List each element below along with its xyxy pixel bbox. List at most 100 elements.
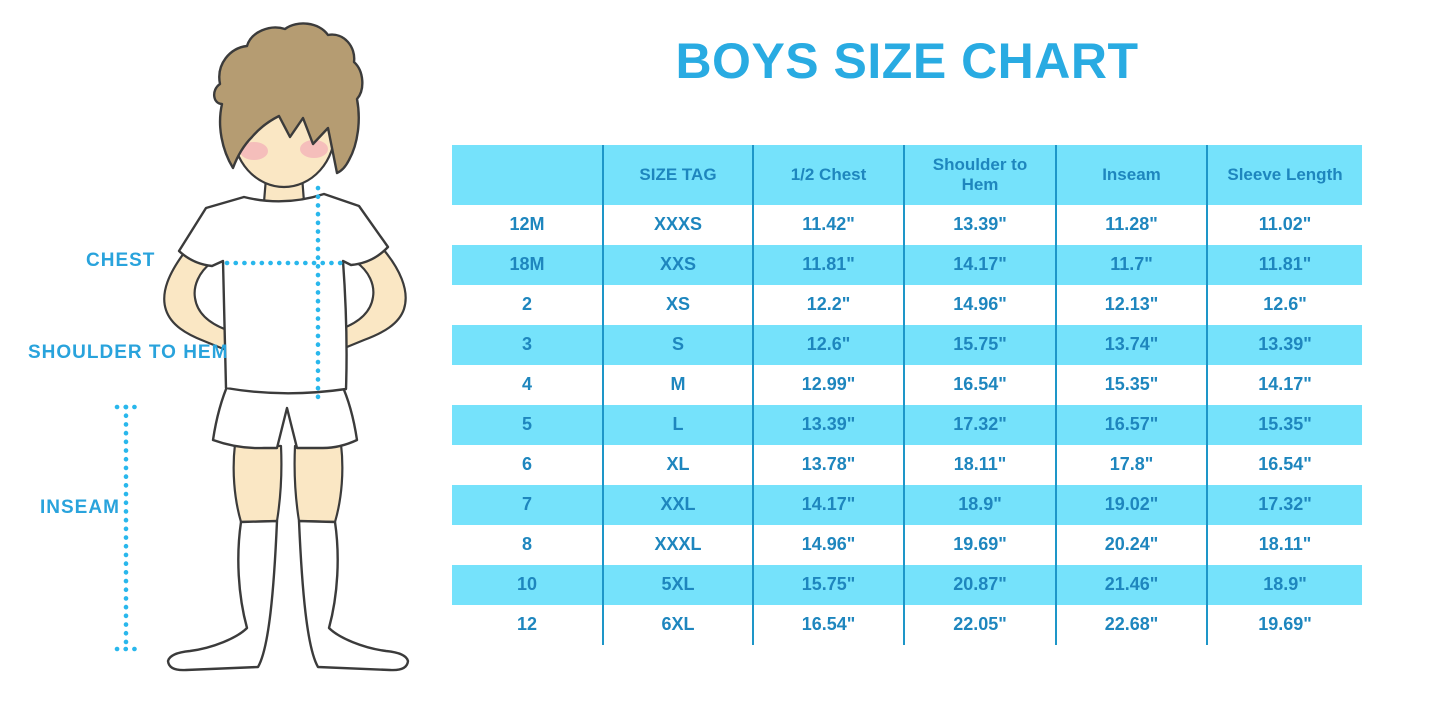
cell-sleeve-length: 14.17" [1206,365,1362,405]
chest-label: CHEST [86,250,156,271]
cell-size-tag: 5XL [602,565,752,605]
cell-size: 7 [521,494,532,515]
boy-tshirt [177,192,390,395]
cell-size: 18M [509,254,545,275]
cell-inseam: 20.24" [1055,525,1206,565]
size-table: SIZE TAG 1/2 Chest Shoulder to Hem Insea… [452,145,1362,645]
cell-half-chest: 14.17" [752,485,903,525]
cell-shoulder-to-hem: 14.17" [903,245,1055,285]
cell-sleeve-length: 13.39" [1206,325,1362,365]
cell-inseam: 22.68" [1055,605,1206,645]
table-row: 2 XS 12.2" 14.96" 12.13" 12.6" [452,285,1362,325]
boy-figure-panel: CHEST SHOULDER TO HEM INSEAM [0,0,450,723]
cell-sleeve-length: 17.32" [1206,485,1362,525]
cell-size: 12M [509,214,545,235]
cell-half-chest: 11.42" [752,205,903,245]
boy-right-sock [297,519,410,672]
cell-size: 2 [521,294,532,315]
cell-shoulder-to-hem: 13.39" [903,205,1055,245]
boy-left-leg [232,442,283,524]
header-cell-half-chest: 1/2 Chest [752,145,903,205]
size-table-body: 12M XXXS 11.42" 13.39" 11.28" 11.02" 18M… [452,205,1362,645]
cell-sleeve-length: 19.69" [1206,605,1362,645]
table-row: 12 6XL 16.54" 22.05" 22.68" 19.69" [452,605,1362,645]
cell-half-chest: 13.39" [752,405,903,445]
cell-size-tag: XXXS [602,205,752,245]
cell-half-chest: 12.99" [752,365,903,405]
shoulder-to-hem-label: SHOULDER TO HEM [28,342,229,363]
cell-shoulder-to-hem: 17.32" [903,405,1055,445]
header-cell-sleeve-length: Sleeve Length [1206,145,1362,205]
table-row: 12M XXXS 11.42" 13.39" 11.28" 11.02" [452,205,1362,245]
cell-half-chest: 12.2" [752,285,903,325]
table-row: 3 S 12.6" 15.75" 13.74" 13.39" [452,325,1362,365]
cell-half-chest: 12.6" [752,325,903,365]
table-row: 6 XL 13.78" 18.11" 17.8" 16.54" [452,445,1362,485]
cell-size: 12 [516,614,538,635]
cell-shoulder-to-hem: 19.69" [903,525,1055,565]
cell-size-tag: L [602,405,752,445]
cell-shoulder-to-hem: 15.75" [903,325,1055,365]
cell-size: 10 [516,574,538,595]
cell-sleeve-length: 18.9" [1206,565,1362,605]
cell-size: 3 [521,334,532,355]
cell-inseam: 11.7" [1055,245,1206,285]
cell-shoulder-to-hem: 22.05" [903,605,1055,645]
table-row: 7 XXL 14.17" 18.9" 19.02" 17.32" [452,485,1362,525]
cell-sleeve-length: 12.6" [1206,285,1362,325]
cell-shoulder-to-hem: 14.96" [903,285,1055,325]
header-cell-size [452,145,602,205]
cell-size: 5 [521,414,532,435]
header-cell-inseam: Inseam [1055,145,1206,205]
cell-half-chest: 13.78" [752,445,903,485]
cell-inseam: 11.28" [1055,205,1206,245]
boy-right-cheek-blush [300,140,328,158]
cell-size-tag: XXS [602,245,752,285]
cell-size-tag: M [602,365,752,405]
cell-sleeve-length: 16.54" [1206,445,1362,485]
cell-shoulder-to-hem: 18.11" [903,445,1055,485]
cell-shoulder-to-hem: 20.87" [903,565,1055,605]
table-row: 5 L 13.39" 17.32" 16.57" 15.35" [452,405,1362,445]
table-row: 18M XXS 11.81" 14.17" 11.7" 11.81" [452,245,1362,285]
table-row: 10 5XL 15.75" 20.87" 21.46" 18.9" [452,565,1362,605]
cell-sleeve-length: 11.02" [1206,205,1362,245]
cell-size: 4 [521,374,532,395]
cell-inseam: 12.13" [1055,285,1206,325]
cell-half-chest: 16.54" [752,605,903,645]
boy-hair [213,22,364,175]
size-table-header: SIZE TAG 1/2 Chest Shoulder to Hem Insea… [452,145,1362,205]
cell-half-chest: 11.81" [752,245,903,285]
cell-size-tag: XXL [602,485,752,525]
cell-sleeve-length: 11.81" [1206,245,1362,285]
cell-half-chest: 15.75" [752,565,903,605]
cell-inseam: 13.74" [1055,325,1206,365]
cell-inseam: 19.02" [1055,485,1206,525]
table-row: 4 M 12.99" 16.54" 15.35" 14.17" [452,365,1362,405]
cell-inseam: 17.8" [1055,445,1206,485]
cell-shoulder-to-hem: 16.54" [903,365,1055,405]
boy-left-sock [166,519,279,672]
cell-size-tag: XXXL [602,525,752,565]
header-cell-size-tag: SIZE TAG [602,145,752,205]
boy-illustration [114,22,410,672]
boy-shorts [211,380,359,450]
table-row: 8 XXXL 14.96" 19.69" 20.24" 18.11" [452,525,1362,565]
cell-size: 8 [521,534,532,555]
cell-size-tag: 6XL [602,605,752,645]
cell-size: 6 [521,454,532,475]
boy-left-cheek-blush [240,142,268,160]
cell-inseam: 15.35" [1055,365,1206,405]
cell-size-tag: XL [602,445,752,485]
cell-sleeve-length: 15.35" [1206,405,1362,445]
cell-size-tag: XS [602,285,752,325]
cell-sleeve-length: 18.11" [1206,525,1362,565]
boy-right-leg [293,442,344,524]
cell-size-tag: S [602,325,752,365]
header-cell-shoulder-to-hem: Shoulder to Hem [903,145,1055,205]
inseam-label: INSEAM [40,497,120,518]
cell-shoulder-to-hem: 18.9" [903,485,1055,525]
cell-inseam: 21.46" [1055,565,1206,605]
boy-left-arm [163,251,229,352]
